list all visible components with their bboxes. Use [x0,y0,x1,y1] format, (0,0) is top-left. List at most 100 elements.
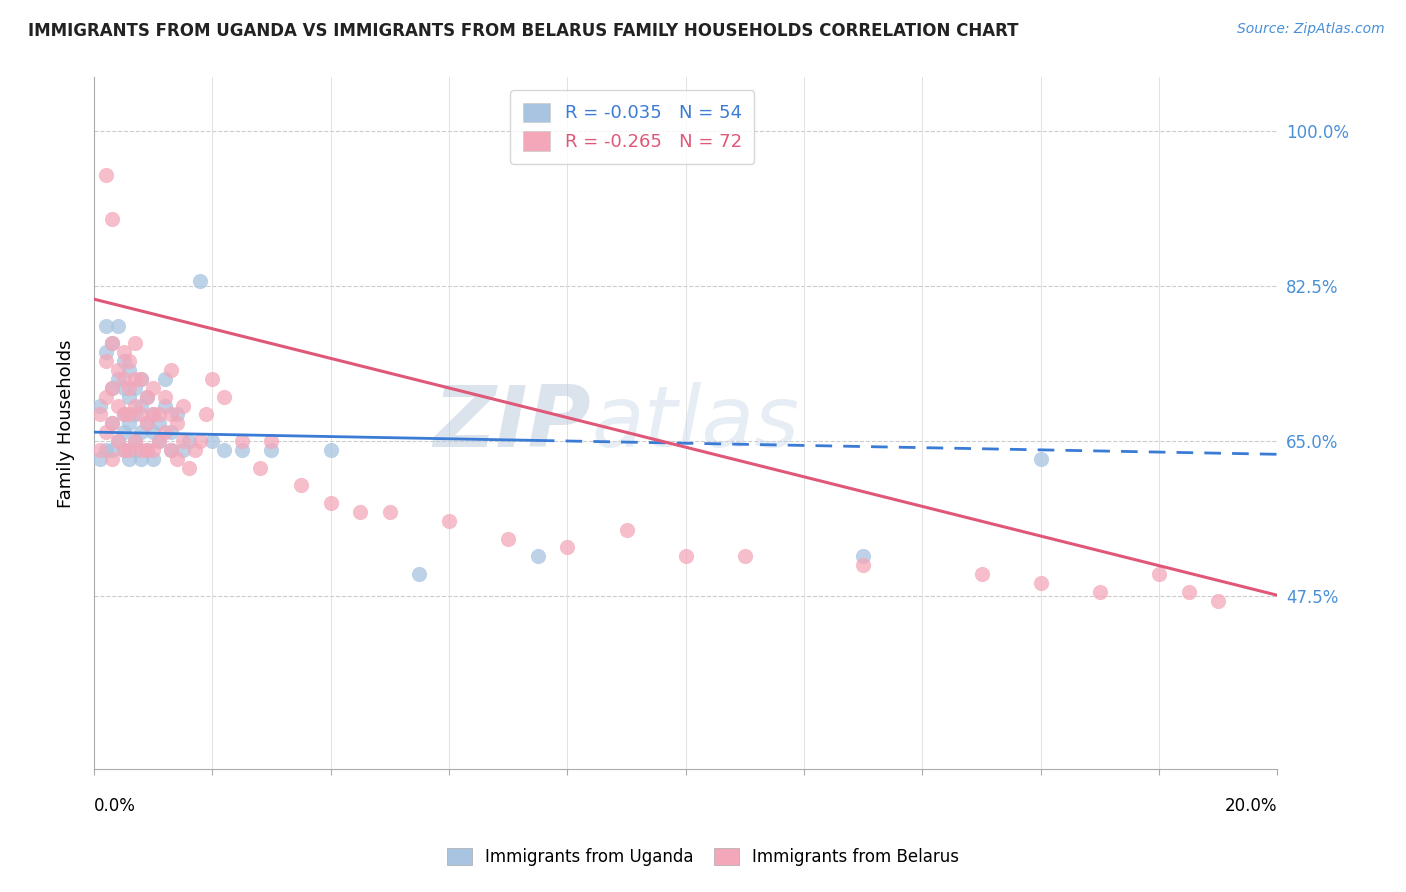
Point [183,442,205,457]
Point [112,381,135,395]
Point [118,381,141,395]
Point [112,345,135,359]
Point [124,336,146,351]
Point [129,451,152,466]
Point [212,442,235,457]
Point [349,505,371,519]
Point [112,372,135,386]
Point [129,425,152,439]
Point [94,390,117,404]
Point [378,505,401,519]
Point [142,408,165,422]
Point [136,390,159,404]
Point [160,442,183,457]
Point [124,408,146,422]
Point [136,442,159,457]
Point [734,549,756,564]
Point [172,434,194,448]
Point [142,442,165,457]
Point [124,381,146,395]
Point [166,417,188,431]
Point [148,434,170,448]
Point [852,549,875,564]
Point [290,478,312,492]
Point [153,372,176,386]
Point [94,425,117,439]
Point [136,390,159,404]
Point [89,408,111,422]
Point [148,417,170,431]
Point [112,408,135,422]
Point [142,381,165,395]
Point [148,434,170,448]
Point [201,372,224,386]
Point [112,442,135,457]
Point [166,451,188,466]
Point [136,417,159,431]
Point [94,354,117,368]
Point [319,442,342,457]
Point [107,399,129,413]
Point [124,372,146,386]
Point [94,345,117,359]
Point [190,274,212,288]
Text: 20.0%: 20.0% [1225,797,1278,814]
Point [94,442,117,457]
Point [94,318,117,333]
Point [1029,451,1052,466]
Point [526,549,548,564]
Point [129,399,152,413]
Point [107,363,129,377]
Text: IMMIGRANTS FROM UGANDA VS IMMIGRANTS FROM BELARUS FAMILY HOUSEHOLDS CORRELATION : IMMIGRANTS FROM UGANDA VS IMMIGRANTS FRO… [28,22,1018,40]
Point [1147,567,1170,582]
Point [1029,575,1052,590]
Point [112,442,135,457]
Point [136,442,159,457]
Point [408,567,430,582]
Point [118,417,141,431]
Point [675,549,697,564]
Point [107,434,129,448]
Point [100,417,122,431]
Point [142,425,165,439]
Point [852,558,875,573]
Point [160,425,183,439]
Point [107,372,129,386]
Point [260,434,283,448]
Point [190,434,212,448]
Point [437,514,460,528]
Point [153,390,176,404]
Point [160,363,183,377]
Point [124,442,146,457]
Point [100,336,122,351]
Point [136,417,159,431]
Point [970,567,993,582]
Point [153,425,176,439]
Point [172,399,194,413]
Point [160,408,183,422]
Point [142,408,165,422]
Point [142,451,165,466]
Point [231,434,253,448]
Point [118,363,141,377]
Point [129,408,152,422]
Point [100,442,122,457]
Point [112,408,135,422]
Point [107,318,129,333]
Point [160,442,183,457]
Point [166,408,188,422]
Point [112,354,135,368]
Point [260,442,283,457]
Point [118,408,141,422]
Point [616,523,638,537]
Point [100,381,122,395]
Point [1177,584,1199,599]
Point [100,336,122,351]
Point [557,541,579,555]
Point [124,434,146,448]
Text: ZIP: ZIP [433,382,591,465]
Text: atlas: atlas [591,382,799,465]
Point [172,442,194,457]
Point [100,417,122,431]
Legend: Immigrants from Uganda, Immigrants from Belarus: Immigrants from Uganda, Immigrants from … [439,840,967,875]
